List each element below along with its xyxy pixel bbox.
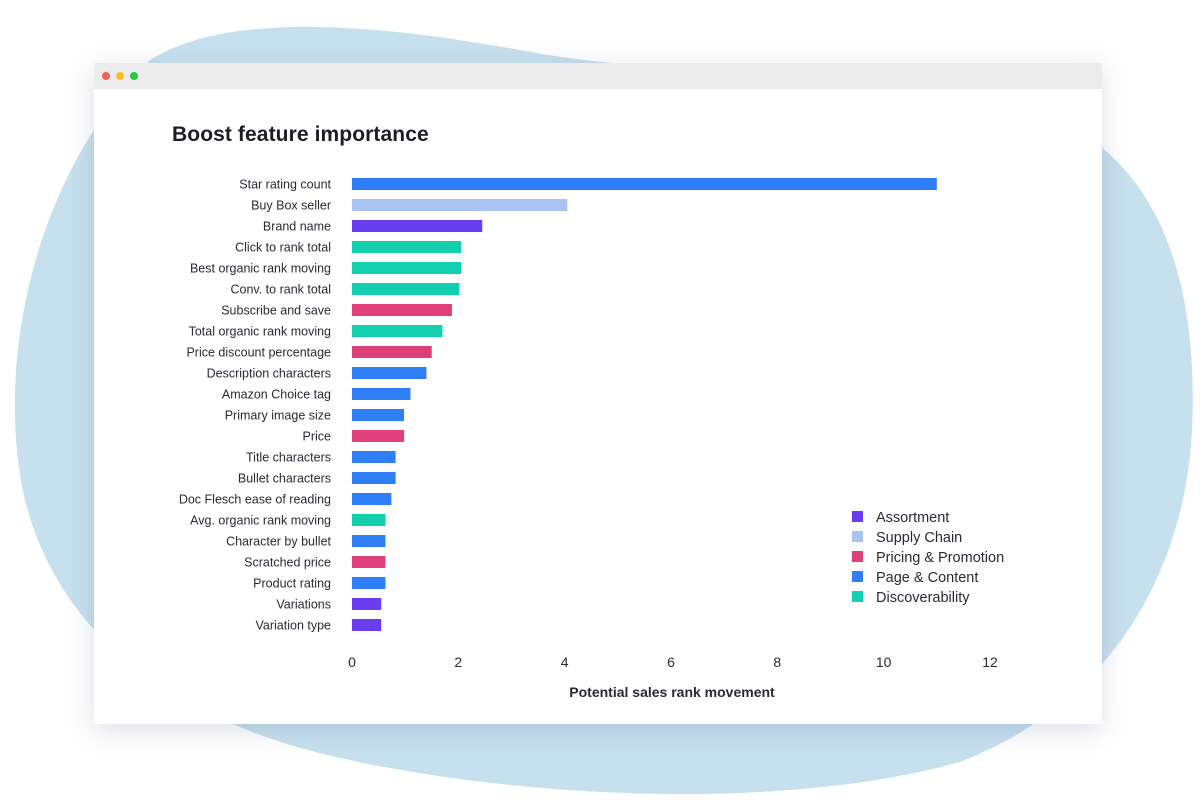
legend-swatch-discoverability [852, 591, 863, 602]
bar-description-characters [352, 367, 427, 379]
bar-price-discount-percentage [352, 346, 432, 358]
bar-doc-flesch-ease-of-reading [352, 493, 392, 505]
category-label-star-rating-count: Star rating count [239, 178, 331, 192]
category-label-conv-to-rank-total: Conv. to rank total [230, 283, 331, 297]
category-label-price: Price [303, 430, 332, 444]
category-label-subscribe-and-save: Subscribe and save [221, 304, 331, 318]
bar-bullet-characters [352, 472, 396, 484]
chart-title: Boost feature importance [172, 123, 429, 146]
legend-label-pricing-promotion: Pricing & Promotion [876, 550, 1004, 566]
legend-label-discoverability: Discoverability [876, 590, 970, 606]
app-window: Boost feature importance Star rating cou… [94, 63, 1102, 724]
bar-primary-image-size [352, 409, 405, 421]
category-label-bullet-characters: Bullet characters [238, 472, 331, 486]
x-tick-6: 6 [667, 654, 675, 670]
bar-total-organic-rank-moving [352, 325, 443, 337]
legend-swatch-pricing-promotion [852, 551, 863, 562]
bar-amazon-choice-tag [352, 388, 411, 400]
bar-character-by-bullet [352, 535, 386, 547]
category-label-avg-organic-rank-moving: Avg. organic rank moving [190, 514, 331, 528]
bar-variations [352, 598, 382, 610]
bar-subscribe-and-save [352, 304, 452, 316]
category-label-primary-image-size: Primary image size [225, 409, 331, 423]
bars-layer [352, 178, 937, 631]
bar-conv-to-rank-total [352, 283, 460, 295]
x-tick-8: 8 [773, 654, 781, 670]
bar-buy-box-seller [352, 199, 568, 211]
window-close-button[interactable] [102, 72, 110, 80]
window-titlebar [94, 63, 1102, 89]
category-label-total-organic-rank-moving: Total organic rank moving [189, 325, 331, 339]
category-label-description-characters: Description characters [207, 367, 331, 381]
category-label-amazon-choice-tag: Amazon Choice tag [222, 388, 331, 402]
legend-swatch-page-content [852, 571, 863, 582]
bar-title-characters [352, 451, 396, 463]
category-label-character-by-bullet: Character by bullet [226, 535, 331, 549]
category-label-best-organic-rank-moving: Best organic rank moving [190, 262, 331, 276]
x-axis-label: Potential sales rank movement [569, 684, 775, 700]
x-tick-12: 12 [982, 654, 998, 670]
category-label-product-rating: Product rating [253, 577, 331, 591]
category-label-price-discount-percentage: Price discount percentage [186, 346, 331, 360]
window-maximize-button[interactable] [130, 72, 138, 80]
legend: Assortment Supply Chain Pricing & Promotio… [852, 510, 1004, 606]
bar-best-organic-rank-moving [352, 262, 461, 274]
x-axis-ticks: 0 2 4 6 8 10 12 [348, 654, 998, 670]
x-tick-2: 2 [454, 654, 462, 670]
category-label-doc-flesch-ease-of-reading: Doc Flesch ease of reading [179, 493, 331, 507]
x-tick-10: 10 [876, 654, 892, 670]
legend-swatch-supply-chain [852, 531, 863, 542]
bar-click-to-rank-total [352, 241, 461, 253]
legend-label-page-content: Page & Content [876, 570, 978, 586]
bar-scratched-price [352, 556, 386, 568]
bar-variation-type [352, 619, 382, 631]
x-tick-4: 4 [561, 654, 569, 670]
category-label-brand-name: Brand name [263, 220, 331, 234]
legend-label-assortment: Assortment [876, 510, 949, 526]
category-label-variation-type: Variation type [255, 619, 331, 633]
x-tick-0: 0 [348, 654, 356, 670]
legend-swatch-assortment [852, 511, 863, 522]
category-label-buy-box-seller: Buy Box seller [251, 199, 331, 213]
category-label-click-to-rank-total: Click to rank total [235, 241, 331, 255]
category-labels: Star rating count Buy Box seller Brand nam… [179, 178, 332, 633]
bar-product-rating [352, 577, 386, 589]
bar-chart: Star rating count Buy Box seller Brand nam… [179, 178, 1004, 701]
legend-label-supply-chain: Supply Chain [876, 530, 962, 546]
category-label-variations: Variations [276, 598, 331, 612]
bar-price [352, 430, 405, 442]
category-label-title-characters: Title characters [246, 451, 331, 465]
bar-brand-name [352, 220, 483, 232]
bar-avg-organic-rank-moving [352, 514, 386, 526]
bar-star-rating-count [352, 178, 937, 190]
window-minimize-button[interactable] [116, 72, 124, 80]
category-label-scratched-price: Scratched price [244, 556, 331, 570]
